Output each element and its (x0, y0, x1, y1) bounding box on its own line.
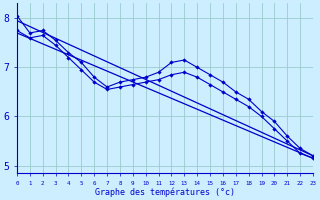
X-axis label: Graphe des températures (°c): Graphe des températures (°c) (95, 187, 235, 197)
